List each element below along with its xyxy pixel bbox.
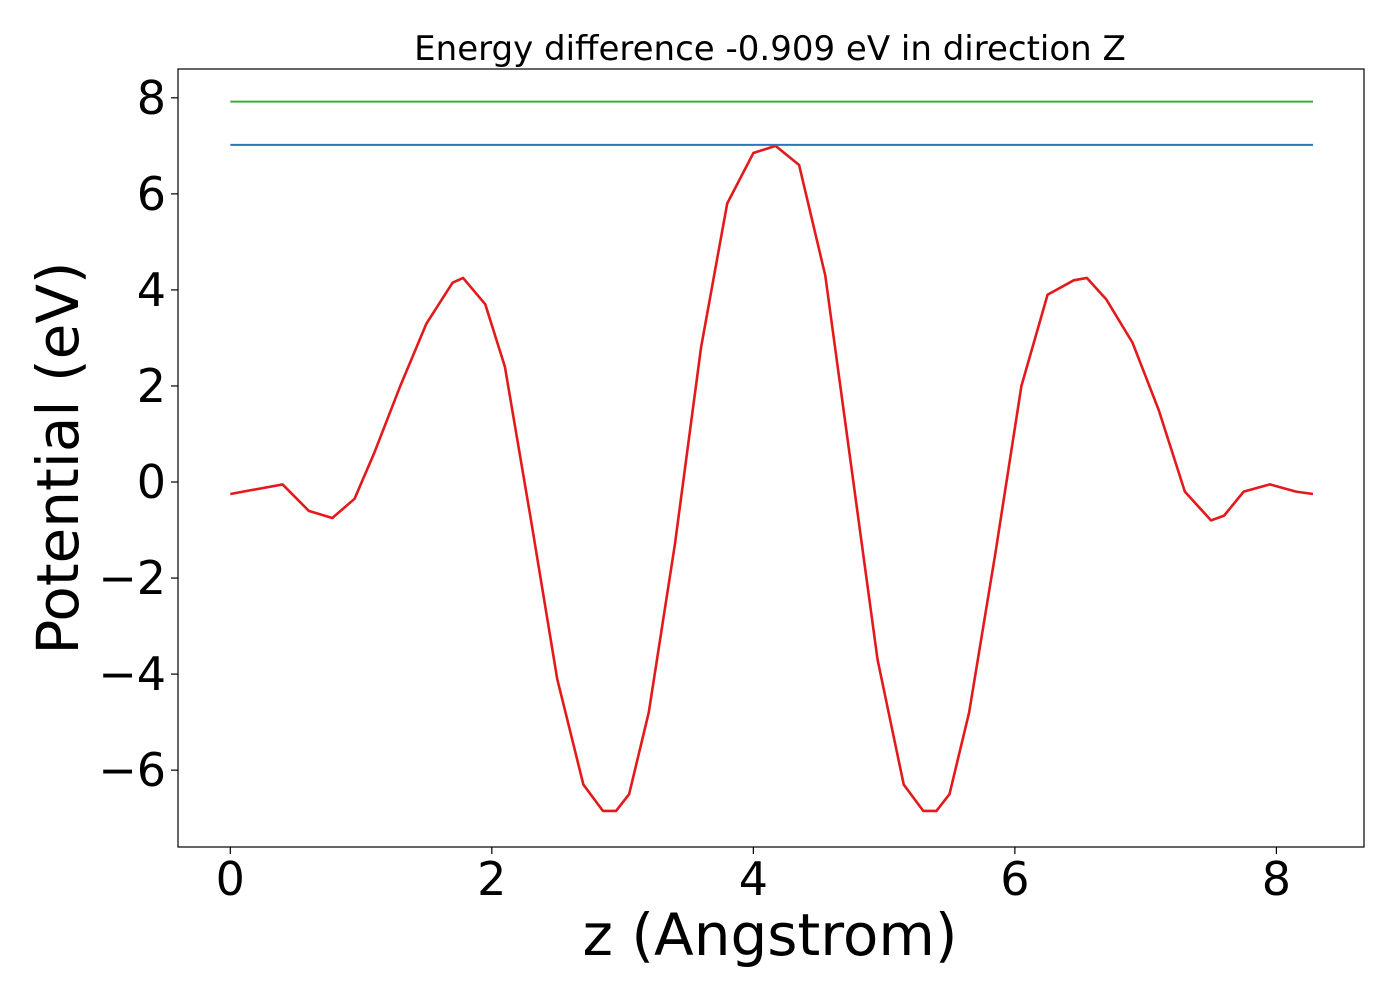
y-tick-label: 0 [137,455,166,509]
series-line-0 [230,144,1314,813]
y-tick-label: −6 [98,743,166,797]
tick-layer: 0 2 4 6 8 −6 −4 −2 0 2 4 6 8 [98,71,1291,906]
y-tick-label: 6 [137,167,166,221]
x-tick-label: 6 [1000,852,1029,906]
x-tick-label: 4 [739,852,768,906]
x-tick-label: 0 [216,852,245,906]
x-tick-label: 2 [477,852,506,906]
x-tick-label: 8 [1262,852,1291,906]
y-axis-label: Potential (eV) [24,261,92,654]
chart-title: Energy difference -0.909 eV in direction… [414,29,1126,69]
y-tick-label: −2 [98,551,166,605]
y-tick-label: −4 [98,647,166,701]
y-tick-label: 8 [137,71,166,125]
y-tick-label: 2 [137,359,166,413]
x-axis-label: z (Angstrom) [583,901,958,969]
plot-frame [177,68,1365,848]
series-layer [230,100,1314,813]
y-tick-label: 4 [137,263,166,317]
